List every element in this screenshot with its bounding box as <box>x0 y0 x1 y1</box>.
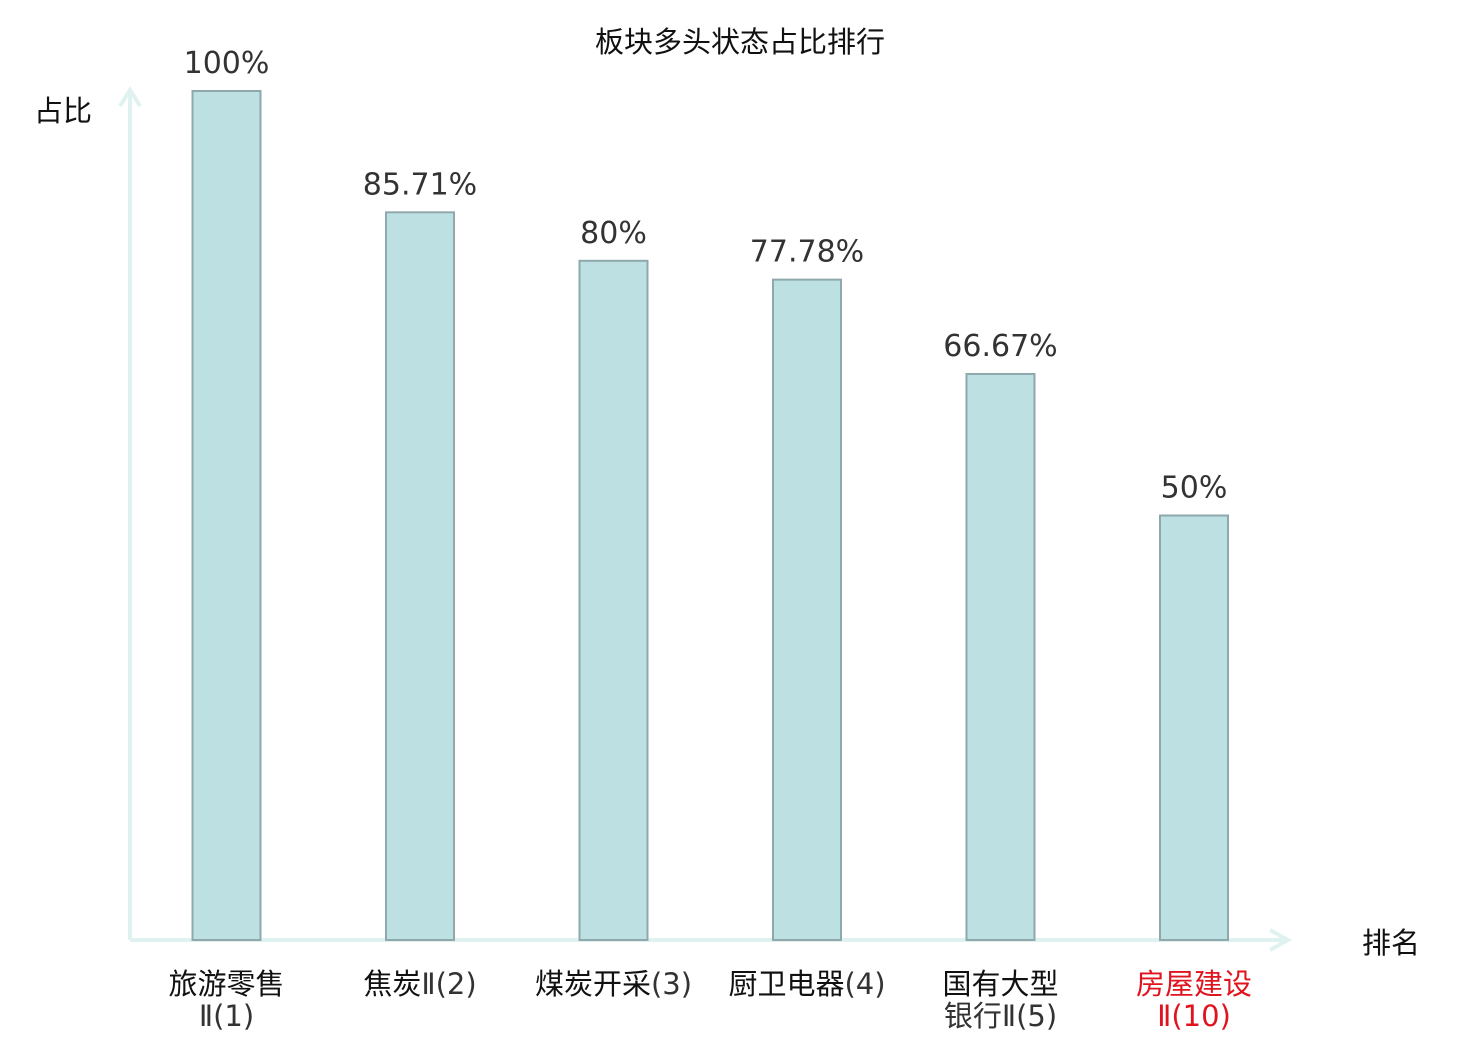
category-rank: (3) <box>651 967 692 1001</box>
category-rank: Ⅱ(1) <box>199 999 254 1033</box>
bar <box>1159 514 1229 941</box>
value-label: 50% <box>1161 471 1228 506</box>
value-labels: 100% 85.71% 80% 77.78% 66.67% 50% <box>184 46 1228 506</box>
category-rank: Ⅱ(10) <box>1157 999 1231 1033</box>
bar <box>772 278 842 941</box>
category-name: 煤炭开采 <box>535 967 651 1001</box>
bar <box>578 259 649 941</box>
category-label: 房屋建设 Ⅱ(10) <box>1136 967 1252 1033</box>
category-rank: Ⅱ(2) <box>421 967 476 1001</box>
category-name: 国有大型 <box>942 967 1058 1001</box>
category-labels: 旅游零售 Ⅱ(1) 焦炭Ⅱ(2) 煤炭开采(3) 厨卫电器(4) 国有大型银行Ⅱ(5) 房屋… <box>168 967 1252 1033</box>
bar <box>191 90 262 941</box>
y-axis-arrow <box>118 86 142 108</box>
category-name: 旅游零售 <box>168 967 284 1001</box>
category-label: 国有大型银行Ⅱ(5) <box>942 967 1058 1033</box>
x-axis-label: 排名 <box>1362 926 1420 960</box>
category-label: 焦炭Ⅱ(2) <box>363 967 476 1001</box>
value-label: 85.71% <box>363 167 477 202</box>
axes <box>118 86 1293 952</box>
category-name: 房屋建设 <box>1136 967 1252 1001</box>
value-label: 80% <box>580 216 647 251</box>
category-rank: 银行Ⅱ(5) <box>944 999 1057 1033</box>
value-label: 66.67% <box>943 329 1057 364</box>
value-label: 100% <box>184 46 270 81</box>
category-name: 厨卫电器 <box>728 967 844 1001</box>
bars <box>191 90 1229 942</box>
x-axis-arrow <box>1269 928 1293 952</box>
bar <box>385 211 455 942</box>
bar <box>965 372 1036 942</box>
category-label: 旅游零售 Ⅱ(1) <box>168 967 284 1033</box>
category-name: 焦炭 <box>363 967 421 1001</box>
category-rank: (4) <box>844 967 885 1001</box>
category-label: 煤炭开采(3) <box>535 967 692 1001</box>
category-label: 厨卫电器(4) <box>728 967 885 1001</box>
y-axis-label: 占比 <box>34 94 92 128</box>
chart-title: 板块多头状态占比排行 <box>595 25 885 59</box>
value-label: 77.78% <box>750 235 864 270</box>
